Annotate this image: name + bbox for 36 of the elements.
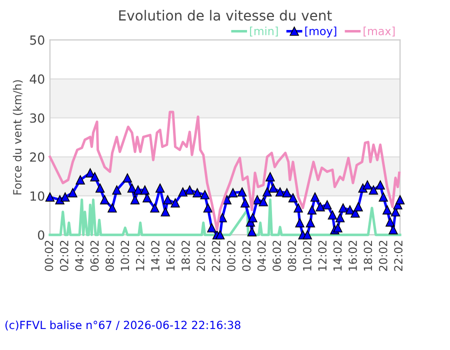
x-tick-label: 08:02 [288,240,296,271]
x-tick-label: 14:02 [151,240,160,271]
x-tick-label: 10:02 [302,240,312,271]
x-tick-label: 06:02 [90,240,99,271]
x-tick-label: 00:02 [227,240,236,271]
x-tick-label: 12:02 [136,240,144,271]
x-tick-label: 12:02 [318,240,327,271]
x-tick-label: 10:02 [120,240,130,271]
x-tick-label: 04:02 [257,240,266,271]
x-tick-label: 06:02 [272,240,282,271]
x-tick-label: 02:02 [60,240,68,271]
chart-title: Evolution de la vitesse du vent [119,10,332,21]
y-tick-label: 10 [30,191,44,201]
x-tick-label: 04:02 [75,240,84,271]
x-tick-label: 00:02 [44,240,54,271]
legend-label: [moy] [305,26,336,38]
x-tick-label: 18:02 [364,240,372,271]
x-tick-label: 02:02 [242,240,251,271]
x-tick-label: 14:02 [333,240,342,271]
x-tick-label: 18:02 [181,240,190,271]
legend-label: [min] [250,26,278,37]
text: (c)FFVL balise n°67 / 2026-06-12 22:16:38 [5,320,240,330]
y-axis-title: Force du vent (km/h) [12,80,23,194]
x-tick-label: 16:02 [166,240,175,271]
y-tick-label: 50 [30,35,44,45]
legend-label: [max] [364,26,395,37]
x-tick-label: 16:02 [348,240,357,271]
x-tick-label: 20:02 [196,240,206,271]
y-tick-label: 0 [38,230,44,240]
y-tick-label: 20 [30,152,44,162]
x-tick-label: 22:02 [212,240,220,271]
y-tick-label: 30 [30,113,44,123]
y-tick-label: 40 [30,74,44,84]
x-tick-label: 20:02 [378,240,388,271]
x-tick-label: 22:02 [394,240,403,271]
x-tick-label: 08:02 [106,240,114,271]
